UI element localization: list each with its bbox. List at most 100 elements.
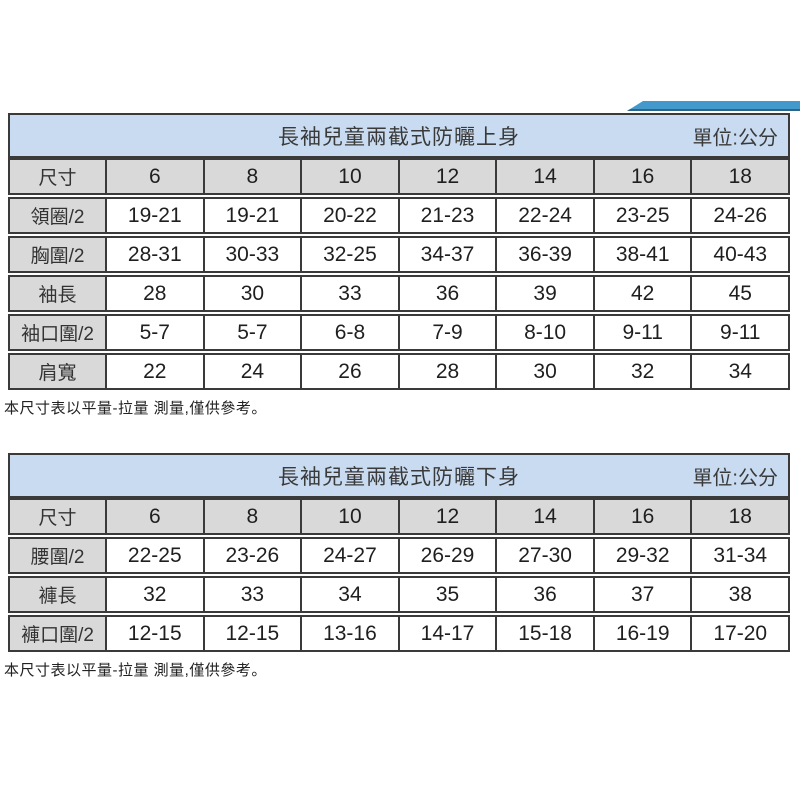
value-cell: 39 [495,277,593,310]
value-cell: 15-18 [495,617,593,650]
unit-label: 單位:公分 [692,467,778,489]
value-cell: 5-7 [202,316,301,349]
size-grid-upper: 尺寸 6 8 10 12 14 16 18 領圈/2 19-21 19-21 20-22 21-23 22… [8,158,790,390]
value-cell: 30-33 [202,238,301,271]
table-row: 胸圍/2 28-31 30-33 32-25 34-37 36-39 38-41 40-43 [8,236,790,273]
value-cell: 33 [202,578,301,611]
value-cell: 33 [300,277,398,310]
value-cell: 22-25 [105,539,203,572]
value-cell: 32-25 [300,238,398,271]
value-cell: 26-29 [397,539,496,572]
value-cell: 34-37 [397,238,496,271]
value-cell: 12-15 [105,617,203,650]
value-cell: 12-15 [202,617,301,650]
value-cell: 22 [105,355,203,388]
value-cell: 24-27 [300,539,398,572]
value-cell: 38-41 [592,238,691,271]
row-label: 尺寸 [10,500,105,533]
table-row: 領圈/2 19-21 19-21 20-22 21-23 22-24 23-25 24-26 [8,197,790,234]
value-cell: 26 [300,355,398,388]
row-label: 腰圍/2 [10,539,105,572]
size-grid-lower: 尺寸 6 8 10 12 14 16 18 腰圍/2 22-25 23-26 24-27 26-29 27… [8,498,790,652]
measurement-note: 本尺寸表以平量-拉量 測量,僅供參考。 [4,662,267,679]
size-header-cell: 6 [105,500,203,533]
table-row: 袖長 28 30 33 36 39 42 45 [8,275,790,312]
row-label: 胸圍/2 [10,238,105,271]
table-title-bar: 長袖兒童兩截式防曬下身 單位:公分 [8,453,790,498]
value-cell: 27-30 [495,539,593,572]
value-cell: 31-34 [690,539,788,572]
size-header-cell: 18 [690,160,789,193]
value-cell: 21-23 [397,199,496,232]
value-cell: 42 [592,277,691,310]
table-row: 褲口圍/2 12-15 12-15 13-16 14-17 15-18 16-19 17-20 [8,615,790,652]
size-header-row: 尺寸 6 8 10 12 14 16 18 [8,158,790,195]
value-cell: 9-11 [592,316,691,349]
row-label: 褲長 [10,578,105,611]
value-cell: 13-16 [300,617,398,650]
table-title-bar: 長袖兒童兩截式防曬上身 單位:公分 [8,113,790,158]
value-cell: 32 [105,578,203,611]
value-cell: 29-32 [592,539,691,572]
row-label: 尺寸 [10,160,105,193]
table-title: 長袖兒童兩截式防曬下身 [278,465,520,489]
row-label: 肩寬 [10,355,105,388]
value-cell: 6-8 [300,316,398,349]
value-cell: 35 [397,578,496,611]
size-header-cell: 16 [592,160,691,193]
value-cell: 14-17 [397,617,496,650]
value-cell: 17-20 [690,617,788,650]
value-cell: 30 [495,355,593,388]
size-header-cell: 16 [592,500,691,533]
value-cell: 28 [105,277,203,310]
size-header-cell: 10 [300,160,398,193]
accent-swoosh [627,101,800,111]
value-cell: 36-39 [495,238,593,271]
unit-label: 單位:公分 [692,127,778,149]
row-label: 褲口圍/2 [10,617,105,650]
size-header-cell: 14 [495,160,593,193]
row-label: 袖口圍/2 [10,316,105,349]
value-cell: 38 [690,578,788,611]
value-cell: 30 [202,277,301,310]
size-header-cell: 10 [300,500,398,533]
value-cell: 5-7 [105,316,203,349]
size-header-cell: 12 [397,160,496,193]
table-row: 袖口圍/2 5-7 5-7 6-8 7-9 8-10 9-11 9-11 [8,314,790,351]
value-cell: 40-43 [690,238,788,271]
value-cell: 16-19 [592,617,691,650]
value-cell: 28 [397,355,496,388]
value-cell: 22-24 [495,199,593,232]
value-cell: 23-25 [592,199,691,232]
value-cell: 45 [690,277,788,310]
table-row: 肩寬 22 24 26 28 30 32 34 [8,353,790,390]
value-cell: 34 [690,355,788,388]
value-cell: 24-26 [690,199,788,232]
value-cell: 8-10 [495,316,593,349]
size-header-cell: 6 [105,160,203,193]
row-label: 袖長 [10,277,105,310]
size-header-cell: 8 [202,500,301,533]
row-label: 領圈/2 [10,199,105,232]
value-cell: 7-9 [397,316,496,349]
size-header-cell: 12 [397,500,496,533]
table-row: 腰圍/2 22-25 23-26 24-27 26-29 27-30 29-32 31-34 [8,537,790,574]
size-table-lower: 長袖兒童兩截式防曬下身 單位:公分 尺寸 6 8 10 12 14 16 18 腰圍/2 22-2… [4,453,790,680]
value-cell: 28-31 [105,238,203,271]
value-cell: 19-21 [202,199,301,232]
value-cell: 9-11 [690,316,788,349]
size-header-cell: 18 [690,500,789,533]
value-cell: 32 [592,355,691,388]
value-cell: 36 [495,578,593,611]
size-table-upper: 長袖兒童兩截式防曬上身 單位:公分 尺寸 6 8 10 12 14 16 18 領圈/2 19-2… [4,113,790,418]
value-cell: 24 [202,355,301,388]
size-header-cell: 14 [495,500,593,533]
measurement-note: 本尺寸表以平量-拉量 測量,僅供參考。 [4,400,267,417]
value-cell: 20-22 [300,199,398,232]
size-header-row: 尺寸 6 8 10 12 14 16 18 [8,498,790,535]
value-cell: 34 [300,578,398,611]
table-title: 長袖兒童兩截式防曬上身 [278,125,520,149]
value-cell: 37 [592,578,691,611]
value-cell: 19-21 [105,199,203,232]
table-row: 褲長 32 33 34 35 36 37 38 [8,576,790,613]
